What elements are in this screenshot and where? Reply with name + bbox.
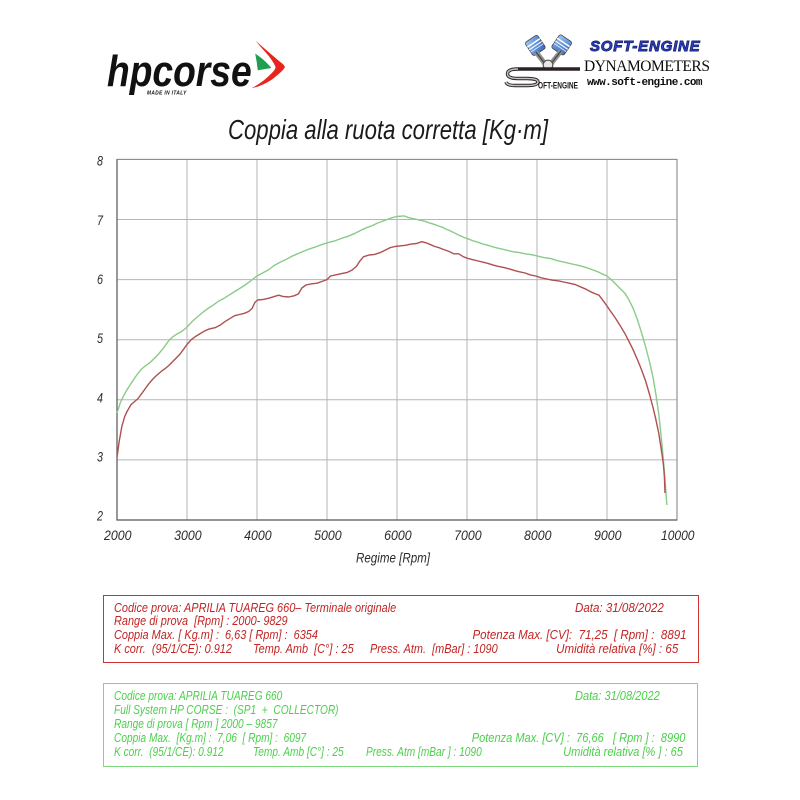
svg-text:3000: 3000 [174,528,202,543]
svg-text:9000: 9000 [594,528,622,543]
svg-text:7000: 7000 [454,528,482,543]
svg-text:8000: 8000 [524,528,552,543]
svg-text:6: 6 [97,271,103,287]
svg-text:2000: 2000 [103,528,132,543]
svg-text:7: 7 [97,212,104,228]
svg-text:3: 3 [97,448,103,464]
svg-text:2: 2 [96,508,103,524]
svg-text:10000: 10000 [661,528,695,543]
svg-text:8: 8 [97,153,103,169]
svg-text:5000: 5000 [314,528,342,543]
svg-text:4000: 4000 [244,528,272,543]
svg-text:4: 4 [97,389,103,405]
svg-text:6000: 6000 [384,528,412,543]
svg-text:Regime [Rpm]: Regime [Rpm] [356,550,431,566]
svg-text:5: 5 [97,330,103,346]
svg-text:OFT-ENGINE: OFT-ENGINE [538,81,578,92]
